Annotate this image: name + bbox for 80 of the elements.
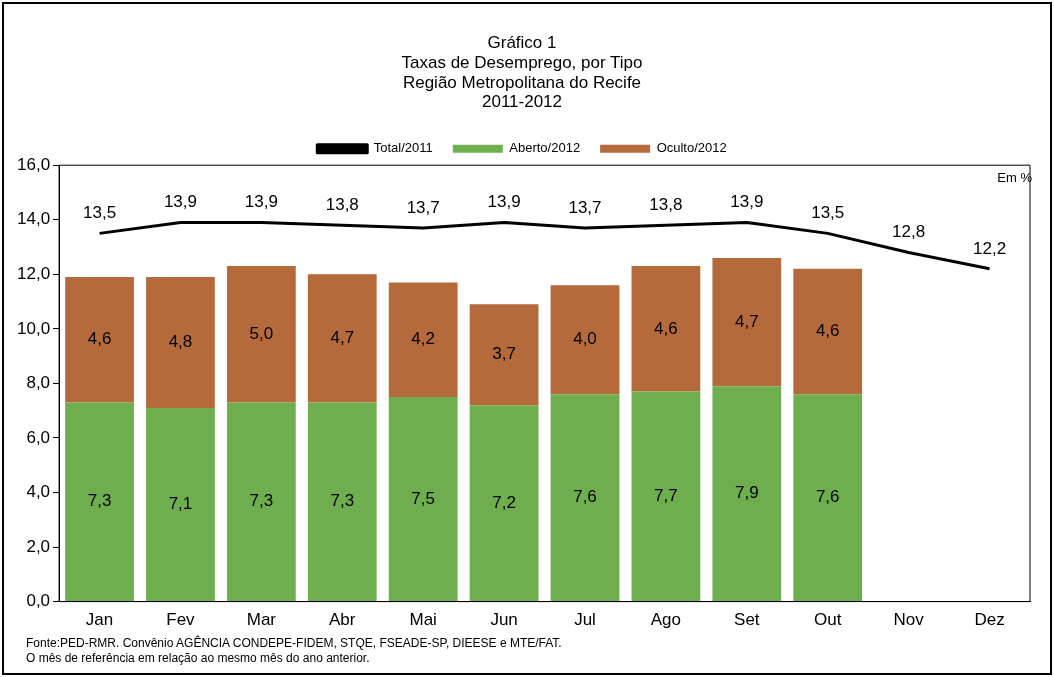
bar <box>469 405 539 602</box>
data-label: 13,9 <box>244 192 278 212</box>
bar <box>631 266 701 392</box>
x-tick-label: Abr <box>329 610 356 630</box>
data-label: 13,8 <box>649 194 683 214</box>
x-tick-label: Dez <box>974 610 1005 630</box>
y-tick-label: 12,0 <box>16 263 51 283</box>
chart-title: Gráfico 1 Taxas de Desemprego, por Tipo Região Metropolitana do Recife 2011-2012 <box>401 33 643 112</box>
legend-label: Total/2011 <box>373 140 433 156</box>
data-label: 13,7 <box>406 197 440 217</box>
data-label: 3,7 <box>492 344 516 364</box>
data-label: 13,5 <box>811 203 845 223</box>
y-tick-label: 8,0 <box>26 373 51 393</box>
text: O mês de referência em relação ao mesmo mês do ano anterior. <box>26 651 370 665</box>
data-label: 4,7 <box>735 311 759 331</box>
data-label: 4,8 <box>168 332 193 352</box>
bar <box>469 304 539 406</box>
data-label: 4,0 <box>573 329 597 349</box>
x-tick-label: Mar <box>246 610 277 630</box>
bar <box>146 407 215 602</box>
data-label: 7,6 <box>815 487 840 507</box>
y-tick-label: 0,0 <box>26 591 51 611</box>
data-label: 7,3 <box>87 491 112 511</box>
annotation: Em % <box>997 170 1032 185</box>
data-label: 12,8 <box>892 222 926 242</box>
data-label: 7,2 <box>492 492 516 512</box>
data-label: 13,9 <box>730 192 764 212</box>
legend-label: Oculto/2012 <box>656 140 727 156</box>
data-label: 7,6 <box>573 487 597 507</box>
x-tick-label: Out <box>814 610 842 630</box>
data-label: 4,6 <box>87 329 112 349</box>
x-tick-label: Set <box>734 610 760 630</box>
data-label: 4,7 <box>330 328 355 348</box>
bar <box>550 285 620 395</box>
bar <box>631 391 701 602</box>
data-label: 7,9 <box>735 483 759 503</box>
bar <box>793 394 863 602</box>
bar <box>226 402 296 602</box>
bar <box>712 386 782 602</box>
y-tick-label: 2,0 <box>26 536 51 556</box>
bar <box>307 402 377 602</box>
data-label: 7,3 <box>249 491 274 511</box>
x-tick-label: Nov <box>893 610 925 630</box>
x-tick-label: Jun <box>490 610 518 630</box>
bar <box>226 266 296 403</box>
x-tick-label: Ago <box>650 610 682 630</box>
data-label: 13,9 <box>163 192 197 212</box>
y-tick-label: 16,0 <box>16 154 51 174</box>
bar <box>388 282 458 398</box>
bar <box>146 277 215 408</box>
data-label: 7,1 <box>168 494 193 514</box>
x-tick-label: Fev <box>166 610 196 630</box>
bar <box>307 274 377 403</box>
data-label: 4,6 <box>815 321 840 341</box>
data-label: 12,2 <box>973 238 1007 258</box>
bar <box>388 397 458 602</box>
y-tick-label: 14,0 <box>16 209 51 229</box>
data-label: 5,0 <box>249 323 274 343</box>
bar <box>65 402 134 602</box>
bar <box>793 268 863 395</box>
data-label: 13,5 <box>82 203 117 223</box>
x-tick-label: Jan <box>85 610 114 630</box>
bar <box>65 277 134 403</box>
x-tick-label: Mai <box>409 610 437 630</box>
legend-label: Aberto/2012 <box>509 140 581 156</box>
bar <box>550 394 620 602</box>
data-label: 4,6 <box>654 318 678 338</box>
data-label: 7,3 <box>330 491 355 511</box>
bar <box>712 257 782 387</box>
data-label: 13,8 <box>325 194 359 214</box>
x-tick-label: Jul <box>574 610 596 630</box>
y-tick-label: 6,0 <box>26 427 51 447</box>
y-tick-label: 10,0 <box>16 318 51 338</box>
data-label: 4,2 <box>411 329 435 349</box>
data-label: 7,7 <box>654 486 678 506</box>
y-tick-label: 4,0 <box>26 482 51 502</box>
data-label: 7,5 <box>411 488 435 508</box>
data-label: 13,7 <box>568 197 602 217</box>
data-label: 13,9 <box>487 192 521 212</box>
source-note: Fonte:PED-RMR. Convênio AGÊNCIA CONDEPE-FIDEM, STQE, FSEADE-SP, DIEESE e MTE/FAT. <box>26 636 562 650</box>
